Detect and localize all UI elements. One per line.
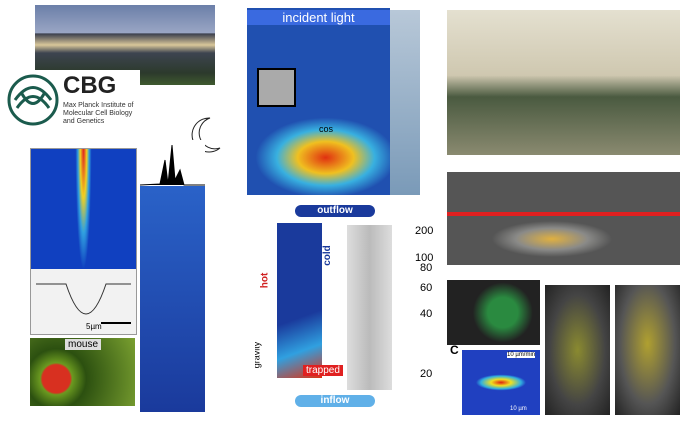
scale-label: 10 µm [510, 406, 527, 412]
logo-institute: Max Planck Institute of Molecular Cell B… [63, 102, 134, 125]
logo-mark [7, 74, 59, 126]
mouse-label: mouse [65, 339, 102, 350]
panel-label: C [450, 343, 459, 357]
fish-strip [390, 10, 420, 195]
gel-tick: 20 [420, 368, 433, 380]
render-panel [447, 172, 680, 265]
gel-tick: 80 [420, 262, 433, 274]
cold-label: cold [321, 245, 333, 266]
microscopy-panel: 5µm [30, 148, 137, 335]
light-title: incident light [247, 10, 390, 25]
gel-tick: 60 [420, 282, 433, 294]
logo-acronym: CBG [63, 72, 117, 99]
convection-panel: outflow hot cold trapped gravity inflow [255, 205, 405, 410]
heat-panel: 10 µm/min 10 µm [462, 350, 540, 415]
spectrum-panel [140, 140, 205, 412]
hand-panel [447, 280, 540, 345]
logo: CBG Max Planck Institute of Molecular Ce… [5, 70, 140, 130]
outflow-label: outflow [317, 205, 353, 216]
flow-panel-1 [545, 285, 610, 415]
inflow-label: inflow [320, 395, 350, 406]
gel-tick: 200 [415, 225, 434, 237]
group-photo [447, 10, 680, 155]
flow-panel-2 [615, 285, 680, 415]
gravity-label: gravity [255, 341, 262, 369]
scale-label: 5µm [86, 322, 102, 331]
light-panel: incident light cos [247, 8, 390, 195]
trapped-label: trapped [303, 365, 343, 376]
light-label: cos [319, 124, 334, 134]
gel-tick: 100 [415, 252, 434, 264]
gel-tick: 40 [420, 308, 433, 320]
speed-label: 10 µm/min [507, 352, 536, 358]
mouse-panel: mouse [30, 338, 135, 406]
hot-label: hot [259, 272, 271, 289]
